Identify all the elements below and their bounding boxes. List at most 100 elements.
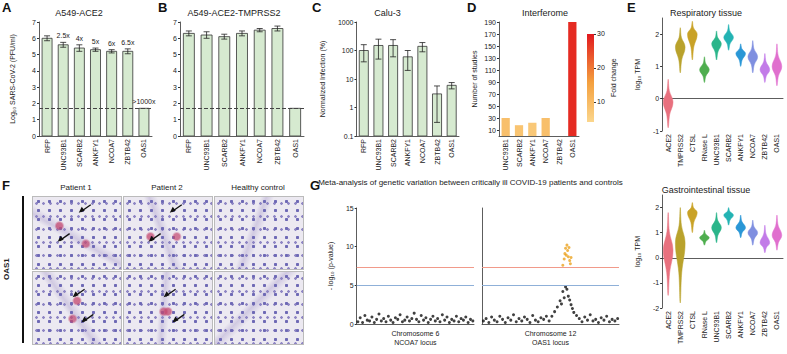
- svg-text:150: 150: [484, 43, 496, 50]
- svg-text:0: 0: [350, 321, 354, 328]
- svg-text:2.5x: 2.5x: [57, 32, 71, 39]
- svg-text:UNC93B1: UNC93B1: [60, 139, 67, 171]
- svg-text:5x: 5x: [92, 38, 100, 45]
- svg-text:Interferome: Interferome: [522, 8, 568, 18]
- svg-text:2: 2: [655, 31, 659, 38]
- svg-text:SCARB2: SCARB2: [221, 139, 228, 167]
- svg-text:ANKFY1: ANKFY1: [737, 134, 744, 161]
- svg-text:ACE2: ACE2: [665, 134, 672, 152]
- svg-text:OAS1: OAS1: [773, 134, 780, 153]
- svg-text:SCARB2: SCARB2: [76, 139, 83, 167]
- svg-text:0: 0: [32, 133, 36, 140]
- svg-text:2: 2: [32, 100, 36, 107]
- svg-text:5: 5: [32, 51, 36, 58]
- svg-text:Chromosome 12: Chromosome 12: [525, 330, 577, 337]
- svg-text:NCOA7: NCOA7: [749, 311, 756, 335]
- svg-text:1000: 1000: [338, 19, 354, 26]
- svg-text:Log₁₀ SARS-CoV-2 (PFU/ml): Log₁₀ SARS-CoV-2 (PFU/ml): [9, 34, 17, 124]
- svg-text:70: 70: [488, 91, 496, 98]
- svg-text:0: 0: [173, 133, 177, 140]
- svg-text:OAS1: OAS1: [292, 139, 299, 158]
- svg-text:1: 1: [655, 63, 659, 70]
- svg-text:Respiratory tissue: Respiratory tissue: [670, 8, 742, 18]
- svg-text:- log₁₀ (p-value): - log₁₀ (p-value): [327, 242, 335, 290]
- svg-text:OAS1: OAS1: [773, 311, 780, 330]
- svg-text:ACE2: ACE2: [665, 311, 672, 329]
- svg-text:ANKFY1: ANKFY1: [737, 311, 744, 338]
- svg-text:SCARB2: SCARB2: [725, 311, 732, 339]
- svg-text:log₁₀ TPM: log₁₀ TPM: [634, 236, 642, 267]
- svg-text:Gastrointestinal tissue: Gastrointestinal tissue: [662, 185, 751, 195]
- svg-text:OAS1: OAS1: [140, 139, 147, 158]
- svg-text:4x: 4x: [76, 35, 84, 42]
- svg-text:6: 6: [32, 35, 36, 42]
- svg-text:log₁₀ TPM: log₁₀ TPM: [634, 59, 642, 90]
- svg-text:ANKFY1: ANKFY1: [404, 139, 411, 166]
- svg-text:OAS1: OAS1: [448, 139, 455, 158]
- svg-text:NCOA7: NCOA7: [419, 139, 426, 163]
- svg-text:-1: -1: [653, 128, 659, 135]
- svg-text:4: 4: [173, 67, 177, 74]
- svg-text:RFP: RFP: [44, 139, 51, 153]
- svg-text:7: 7: [32, 19, 36, 26]
- svg-text:ZBTB42: ZBTB42: [274, 139, 281, 165]
- svg-text:UNC93B1: UNC93B1: [203, 139, 210, 171]
- svg-text:100: 100: [342, 47, 354, 54]
- svg-text:Number of studies: Number of studies: [471, 50, 478, 107]
- svg-text:ZBTB42: ZBTB42: [761, 134, 768, 160]
- svg-text:5: 5: [350, 282, 354, 289]
- svg-text:5: 5: [173, 51, 177, 58]
- svg-text:1: 1: [350, 104, 354, 111]
- svg-text:0.1: 0.1: [344, 133, 354, 140]
- svg-text:1: 1: [655, 229, 659, 236]
- svg-text:ANKFY1: ANKFY1: [529, 139, 536, 166]
- svg-text:ANKFY1: ANKFY1: [92, 139, 99, 166]
- svg-text:UNC93B1: UNC93B1: [375, 139, 382, 171]
- svg-text:TMPRSS2: TMPRSS2: [677, 311, 684, 344]
- svg-text:30: 30: [488, 115, 496, 122]
- svg-text:NCOA7 locus: NCOA7 locus: [394, 339, 437, 346]
- svg-text:ZBTB42: ZBTB42: [761, 311, 768, 337]
- svg-text:OAS1: OAS1: [569, 139, 576, 158]
- svg-text:110: 110: [485, 67, 496, 74]
- svg-text:Normalized Infection (%): Normalized Infection (%): [319, 41, 327, 118]
- svg-text:-1: -1: [653, 279, 659, 286]
- svg-text:A549-ACE2-TMPRSS2: A549-ACE2-TMPRSS2: [187, 8, 280, 18]
- svg-text:ZBTB42: ZBTB42: [434, 139, 441, 165]
- svg-text:A549-ACE2: A549-ACE2: [55, 8, 103, 18]
- svg-text:50: 50: [488, 103, 496, 110]
- svg-text:UNC93B1: UNC93B1: [713, 134, 720, 166]
- svg-text:CTSL: CTSL: [689, 311, 696, 329]
- svg-text:130: 130: [484, 55, 496, 62]
- svg-text:3: 3: [173, 84, 177, 91]
- svg-text:-2: -2: [653, 305, 659, 312]
- svg-text:6: 6: [173, 35, 177, 42]
- svg-text:UNC93B1: UNC93B1: [502, 139, 509, 171]
- svg-text:ZBTB42: ZBTB42: [124, 139, 131, 165]
- svg-text:NCOA7: NCOA7: [108, 139, 115, 163]
- svg-text:SCARB2: SCARB2: [725, 134, 732, 162]
- svg-text:190: 190: [484, 19, 496, 26]
- svg-text:1: 1: [32, 116, 36, 123]
- svg-text:SCARB2: SCARB2: [390, 139, 397, 167]
- svg-text:ANKFY1: ANKFY1: [239, 139, 246, 166]
- svg-text:Calu-3: Calu-3: [374, 8, 401, 18]
- svg-text:6x: 6x: [108, 40, 116, 47]
- svg-text:6.5x: 6.5x: [121, 39, 135, 46]
- svg-text:170: 170: [484, 31, 496, 38]
- svg-text:RNase L: RNase L: [701, 134, 708, 161]
- svg-text:CTSL: CTSL: [689, 134, 696, 152]
- svg-text:10: 10: [488, 127, 496, 134]
- svg-text:NCOA7: NCOA7: [542, 139, 549, 163]
- svg-text:>1000x: >1000x: [132, 98, 156, 105]
- svg-text:1: 1: [173, 116, 177, 123]
- svg-text:2: 2: [655, 204, 659, 211]
- svg-text:4: 4: [32, 67, 36, 74]
- svg-text:0: 0: [655, 254, 659, 261]
- svg-text:SCARB2: SCARB2: [516, 139, 523, 167]
- svg-text:15: 15: [346, 205, 354, 212]
- svg-text:10: 10: [346, 76, 354, 83]
- svg-text:10: 10: [346, 243, 354, 250]
- svg-text:2: 2: [173, 100, 177, 107]
- svg-text:ZBTB42: ZBTB42: [556, 139, 563, 165]
